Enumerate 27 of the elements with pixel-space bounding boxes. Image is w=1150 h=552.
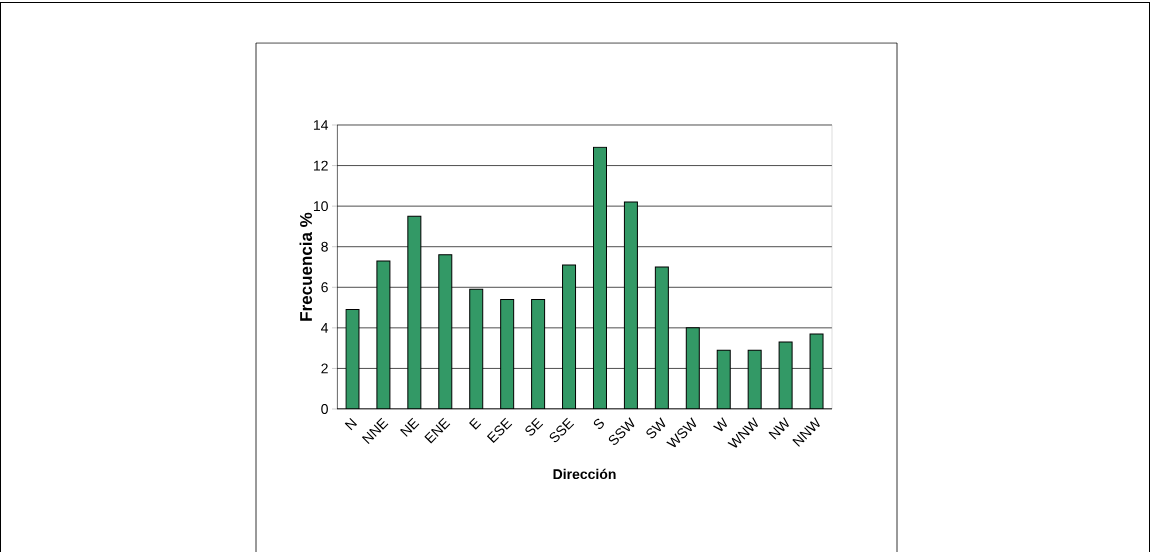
bar xyxy=(562,264,576,409)
y-tick-label: 8 xyxy=(321,241,328,252)
bar xyxy=(686,327,700,409)
y-tick-label: 2 xyxy=(321,363,328,374)
x-tick-label: W xyxy=(713,417,728,432)
x-tick-label: SE xyxy=(525,417,544,436)
x-tick-label: E xyxy=(469,417,482,430)
x-tick-label: N xyxy=(344,417,358,431)
y-tick-label: 12 xyxy=(313,160,328,171)
y-axis-title: Frecuencia % xyxy=(299,212,313,321)
x-tick-label: NE xyxy=(400,417,420,437)
y-tick-label: 4 xyxy=(321,323,329,333)
bar xyxy=(469,289,483,409)
y-tick-label: 6 xyxy=(321,282,328,293)
bar xyxy=(624,202,638,409)
bar xyxy=(438,254,452,409)
x-tick-label: NW xyxy=(768,417,789,440)
bar xyxy=(593,147,607,409)
x-tick-label: S xyxy=(593,418,604,430)
bar xyxy=(531,299,545,409)
y-tick-label: 10 xyxy=(313,201,328,212)
bar xyxy=(500,299,514,409)
x-axis-title: Dirección xyxy=(553,468,616,480)
bar xyxy=(655,267,669,409)
x-tick-label: SW xyxy=(646,417,666,439)
y-tick-label: 0 xyxy=(321,404,328,414)
y-tick-label: 14 xyxy=(313,120,329,130)
